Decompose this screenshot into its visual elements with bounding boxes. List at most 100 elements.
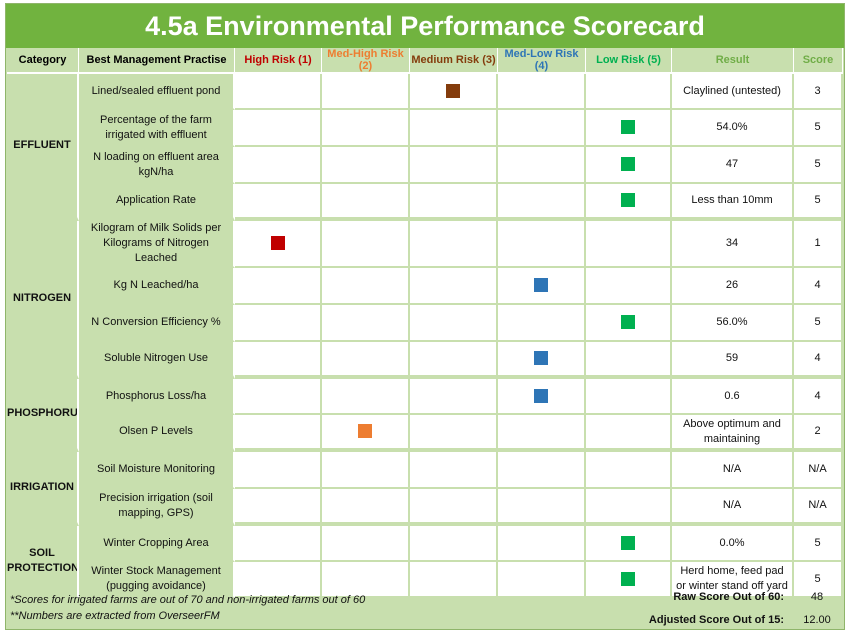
risk-marker	[446, 83, 460, 98]
table-row: N Conversion Efficiency % 56.0% 5	[7, 305, 843, 342]
risk-cell-1	[235, 147, 322, 184]
score-cell: 5	[794, 562, 843, 600]
risk-cell-1	[235, 110, 322, 147]
score-cell: N/A	[794, 452, 843, 489]
risk-cell-1	[235, 74, 322, 110]
header-high-risk: High Risk (1)	[235, 48, 322, 74]
risk-cell-3	[410, 342, 498, 379]
risk-cell-3	[410, 379, 498, 415]
risk-cell-4	[498, 305, 586, 342]
risk-cell-1	[235, 562, 322, 600]
risk-cell-4	[498, 268, 586, 305]
practice-cell: Kilogram of Milk Solids per Kilograms of…	[79, 221, 235, 268]
risk-cell-5	[586, 184, 672, 221]
score-cell: 5	[794, 526, 843, 562]
risk-cell-3	[410, 305, 498, 342]
practice-cell: N Conversion Efficiency %	[79, 305, 235, 342]
risk-cell-3	[410, 452, 498, 489]
risk-cell-5	[586, 415, 672, 452]
header-medium-risk: Medium Risk (3)	[410, 48, 498, 74]
practice-cell: Precision irrigation (soil mapping, GPS)	[79, 489, 235, 526]
risk-cell-1	[235, 184, 322, 221]
scorecard-panel: 4.5a Environmental Performance Scorecard…	[5, 3, 845, 630]
risk-cell-3	[410, 489, 498, 526]
score-cell: 1	[794, 221, 843, 268]
risk-cell-1	[235, 305, 322, 342]
result-cell: N/A	[672, 452, 794, 489]
footnote-scores: *Scores for irrigated farms are out of 7…	[10, 594, 366, 606]
risk-cell-1	[235, 415, 322, 452]
header-result: Result	[672, 48, 794, 74]
page-title: 4.5a Environmental Performance Scorecard	[6, 4, 844, 48]
practice-cell: Kg N Leached/ha	[79, 268, 235, 305]
result-cell: Above optimum and maintaining	[672, 415, 794, 452]
risk-cell-4	[498, 379, 586, 415]
risk-cell-4	[498, 415, 586, 452]
score-cell: 5	[794, 110, 843, 147]
category-cell-effluent: EFFLUENT	[7, 74, 79, 221]
score-cell: 5	[794, 184, 843, 221]
category-cell-nitrogen: NITROGEN	[7, 221, 79, 379]
risk-cell-5	[586, 342, 672, 379]
practice-cell: N loading on effluent area kgN/ha	[79, 147, 235, 184]
risk-cell-3	[410, 110, 498, 147]
risk-cell-3	[410, 415, 498, 452]
table-row: PHOSPHORUS Phosphorus Loss/ha 0.6 4	[7, 379, 843, 452]
risk-cell-3	[410, 221, 498, 268]
risk-cell-2	[322, 415, 410, 452]
risk-cell-5	[586, 562, 672, 600]
risk-cell-4	[498, 147, 586, 184]
risk-cell-1	[235, 268, 322, 305]
header-low-risk: Low Risk (5)	[586, 48, 672, 74]
result-cell: 0.0%	[672, 526, 794, 562]
risk-cell-3	[410, 74, 498, 110]
score-cell: 2	[794, 415, 843, 452]
risk-marker	[621, 535, 635, 550]
table-row: Percentage of the farm irrigated with ef…	[7, 110, 843, 147]
risk-cell-2	[322, 221, 410, 268]
risk-cell-2	[322, 452, 410, 489]
score-cell: 4	[794, 379, 843, 415]
risk-marker	[621, 315, 635, 330]
practice-cell: Soil Moisture Monitoring	[79, 452, 235, 489]
risk-cell-1	[235, 452, 322, 489]
score-cell: 5	[794, 147, 843, 184]
result-cell: 47	[672, 147, 794, 184]
category-cell-irrigation: IRRIGATION	[7, 452, 79, 526]
risk-cell-2	[322, 489, 410, 526]
risk-cell-4	[498, 562, 586, 600]
raw-score-value: 48	[810, 591, 824, 603]
table-row: EFFLUENT Lined/sealed effluent pond Clayli…	[7, 74, 843, 221]
risk-cell-4	[498, 110, 586, 147]
risk-cell-1	[235, 221, 322, 268]
footnote-source: **Numbers are extracted from OverseerFM	[10, 610, 220, 622]
table-row: Application Rate Less than 10mm 5	[7, 184, 843, 221]
risk-cell-5	[586, 74, 672, 110]
risk-cell-1	[235, 342, 322, 379]
risk-cell-3	[410, 268, 498, 305]
risk-marker	[270, 236, 285, 251]
table-row: Soluble Nitrogen Use 59 4	[7, 342, 843, 379]
risk-cell-4	[498, 221, 586, 268]
risk-cell-2	[322, 305, 410, 342]
risk-marker	[621, 193, 635, 208]
risk-cell-2	[322, 379, 410, 415]
risk-marker	[621, 157, 635, 172]
risk-marker	[621, 120, 635, 135]
result-cell: N/A	[672, 489, 794, 526]
score-cell: 3	[794, 74, 843, 110]
scorecard-table: Category Best Management Practise High R…	[7, 48, 843, 600]
result-cell: Herd home, feed pad or winter stand off …	[672, 562, 794, 600]
practice-cell: Application Rate	[79, 184, 235, 221]
result-cell: 54.0%	[672, 110, 794, 147]
risk-cell-2	[322, 268, 410, 305]
practice-cell: Winter Stock Management (pugging avoidan…	[79, 562, 235, 600]
table-row: N loading on effluent area kgN/ha 47 5	[7, 147, 843, 184]
header-med-high-risk: Med-High Risk (2)	[322, 48, 410, 74]
score-cell: 4	[794, 342, 843, 379]
risk-cell-4	[498, 452, 586, 489]
risk-cell-1	[235, 489, 322, 526]
risk-cell-2	[322, 342, 410, 379]
risk-cell-5	[586, 268, 672, 305]
table-row: IRRIGATION Soil Moisture Monitoring N/A N/A	[7, 452, 843, 526]
